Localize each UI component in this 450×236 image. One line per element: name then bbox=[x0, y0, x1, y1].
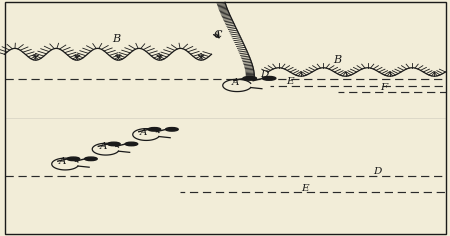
Text: E: E bbox=[302, 184, 309, 193]
Text: F: F bbox=[380, 83, 387, 92]
Ellipse shape bbox=[67, 157, 80, 160]
Text: D: D bbox=[374, 167, 382, 176]
Text: A: A bbox=[99, 142, 107, 151]
Ellipse shape bbox=[148, 127, 161, 131]
Ellipse shape bbox=[262, 76, 276, 80]
Ellipse shape bbox=[85, 157, 97, 160]
Text: D: D bbox=[260, 70, 269, 79]
Text: A: A bbox=[59, 157, 67, 166]
Ellipse shape bbox=[125, 142, 138, 146]
Ellipse shape bbox=[243, 76, 256, 80]
Text: B: B bbox=[333, 55, 341, 64]
Text: E: E bbox=[286, 77, 293, 86]
Text: A: A bbox=[232, 78, 240, 87]
Text: A: A bbox=[140, 127, 148, 136]
Ellipse shape bbox=[108, 142, 120, 146]
Text: C: C bbox=[214, 30, 222, 40]
Text: B: B bbox=[112, 34, 121, 44]
Ellipse shape bbox=[166, 127, 178, 131]
